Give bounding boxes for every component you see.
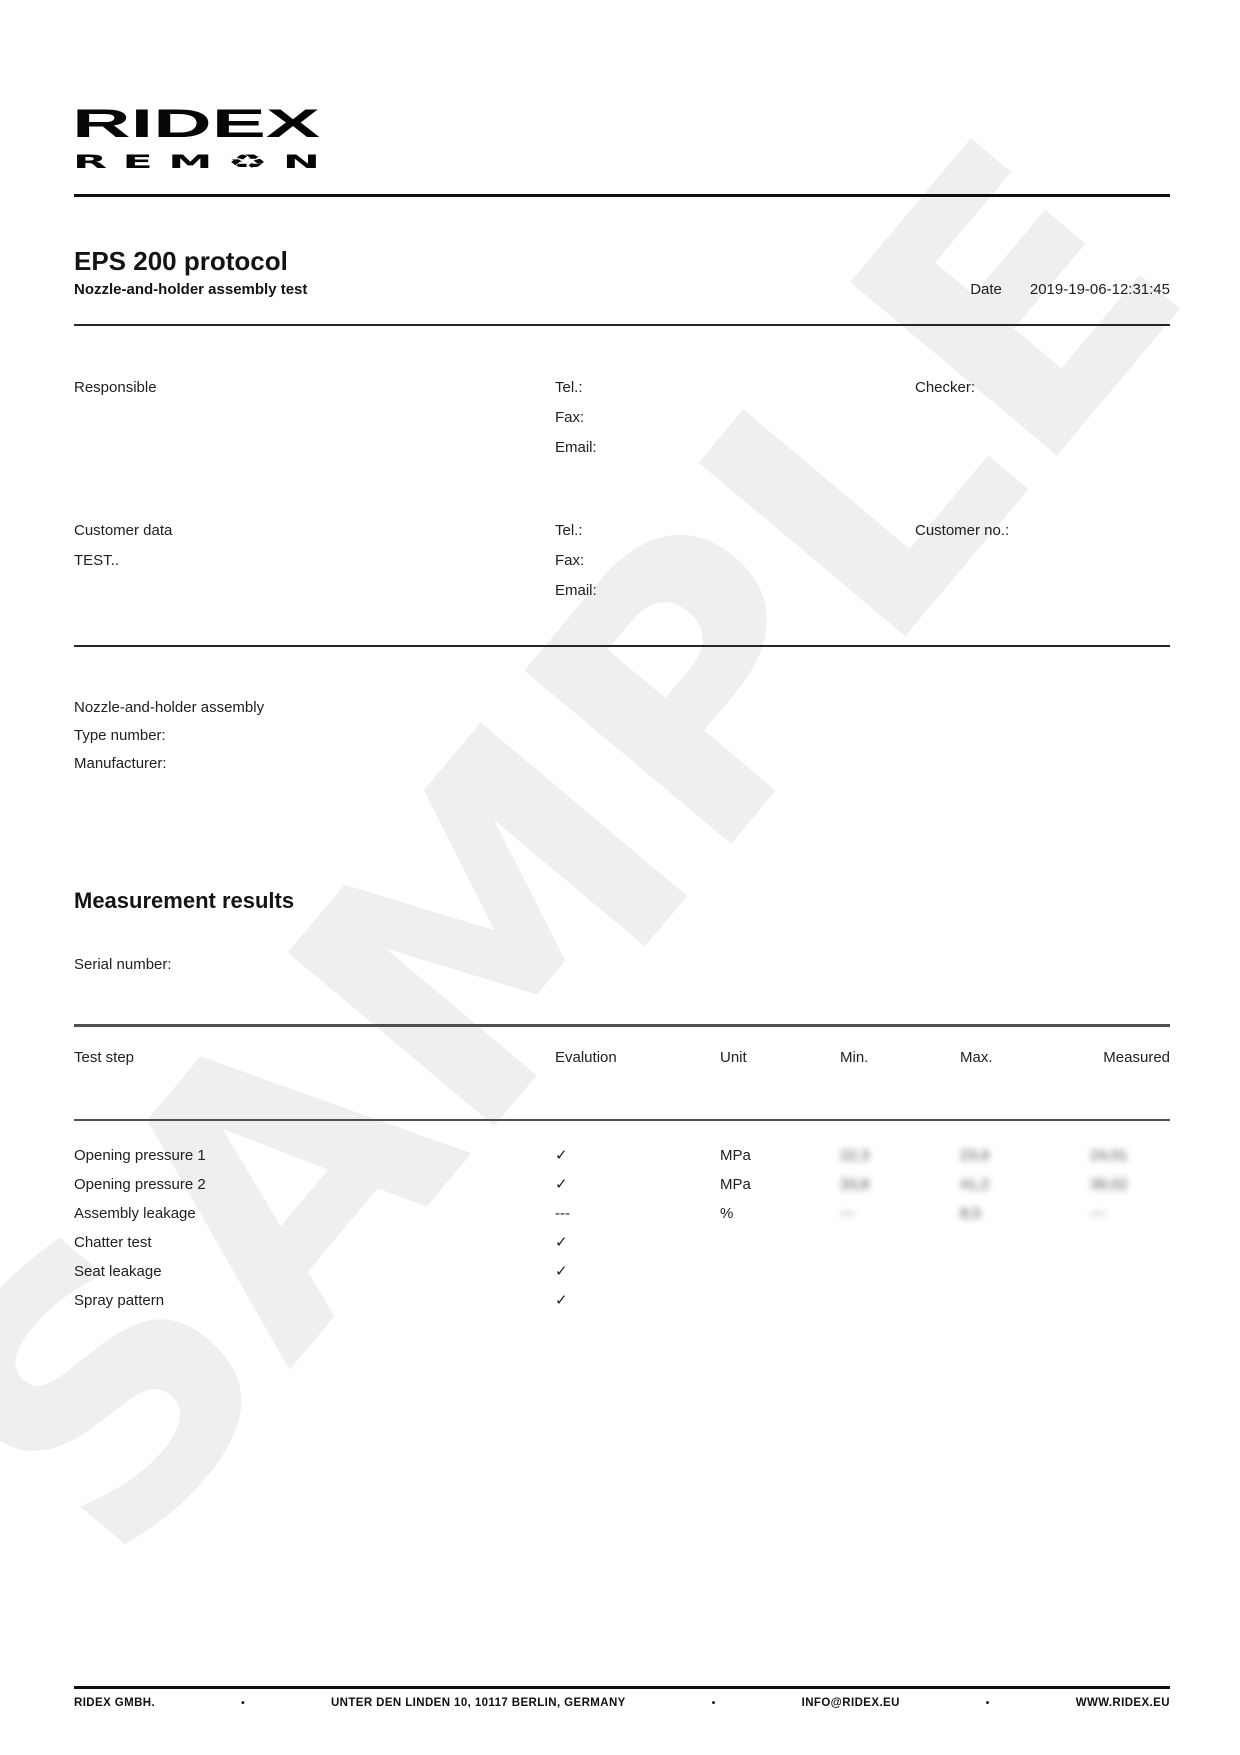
date-label: Date bbox=[970, 281, 1002, 298]
tel-label: Tel.: bbox=[555, 379, 583, 396]
brand-wordmark: RIDEX bbox=[72, 104, 321, 146]
table-row: Chatter test ✓ bbox=[74, 1228, 1170, 1257]
cell-evaluation-check: ✓ bbox=[555, 1292, 568, 1309]
responsible-column: Responsible bbox=[74, 373, 555, 463]
cell-unit bbox=[720, 1257, 840, 1286]
cell-unit: MPa bbox=[720, 1147, 751, 1164]
email-label: Email: bbox=[555, 439, 597, 456]
cell-min bbox=[840, 1286, 960, 1315]
cell-min bbox=[840, 1228, 960, 1257]
date-block: Date 2019-19-06-12:31:45 bbox=[970, 281, 1170, 299]
footer-bullet-icon: • bbox=[985, 1697, 990, 1709]
cell-evaluation-check: ✓ bbox=[555, 1234, 568, 1251]
cell-measured-blurred: 39,02 bbox=[1090, 1176, 1128, 1193]
divider-header bbox=[74, 324, 1170, 326]
table-row: Opening pressure 1 ✓ MPa 22,3 23,9 24,01 bbox=[74, 1141, 1170, 1170]
footer: RIDEX GMBH. • UNTER DEN LINDEN 10, 10117… bbox=[74, 1697, 1170, 1709]
cell-unit: % bbox=[720, 1205, 734, 1222]
cell-max-blurred: 41,2 bbox=[960, 1176, 990, 1193]
cell-unit bbox=[720, 1228, 840, 1257]
customer-data-label: Customer data bbox=[74, 522, 173, 539]
cell-unit bbox=[720, 1286, 840, 1315]
footer-address: UNTER DEN LINDEN 10, 10117 BERLIN, GERMA… bbox=[330, 1697, 626, 1709]
cell-test-step: Opening pressure 2 bbox=[74, 1176, 206, 1193]
customer-name: TEST.. bbox=[74, 552, 120, 569]
serial-number-label: Serial number: bbox=[74, 956, 172, 973]
footer-divider bbox=[74, 1686, 1170, 1689]
cell-unit: MPa bbox=[720, 1176, 751, 1193]
manufacturer-label: Manufacturer: bbox=[74, 755, 167, 772]
divider-customer bbox=[74, 645, 1170, 647]
cell-evaluation-check: ✓ bbox=[555, 1176, 568, 1193]
brand-logo: RIDEX R E M ♻ N bbox=[72, 104, 321, 173]
cell-measured-blurred: 24,01 bbox=[1090, 1147, 1128, 1164]
col-header-measured: Measured bbox=[1103, 1049, 1170, 1066]
responsible-label: Responsible bbox=[74, 379, 157, 396]
assembly-section: Nozzle-and-holder assembly Type number: … bbox=[74, 694, 264, 778]
measurement-table: Opening pressure 1 ✓ MPa 22,3 23,9 24,01… bbox=[74, 1141, 1170, 1315]
responsible-section: Responsible Tel.: Fax: Email: Checker: bbox=[74, 373, 1170, 463]
checker-column: Checker: bbox=[915, 373, 1170, 463]
cell-min-blurred: 22,3 bbox=[840, 1147, 870, 1164]
table-row: Assembly leakage --- % --- 8,5 --- bbox=[74, 1199, 1170, 1228]
cell-evaluation-dashes: --- bbox=[555, 1205, 570, 1222]
fax-label: Fax: bbox=[555, 552, 585, 569]
cell-test-step: Chatter test bbox=[74, 1234, 152, 1251]
email-label: Email: bbox=[555, 582, 597, 599]
subtitle-row: Nozzle-and-holder assembly test Date 201… bbox=[74, 281, 1170, 299]
cell-min-blurred: 33,8 bbox=[840, 1176, 870, 1193]
measurement-results-title: Measurement results bbox=[74, 888, 295, 913]
cell-max-blurred: 23,9 bbox=[960, 1147, 990, 1164]
footer-website: WWW.RIDEX.EU bbox=[1075, 1697, 1170, 1709]
cell-test-step: Opening pressure 1 bbox=[74, 1147, 206, 1164]
col-header-test-step: Test step bbox=[74, 1049, 135, 1066]
assembly-title: Nozzle-and-holder assembly bbox=[74, 699, 265, 716]
table-header-divider bbox=[74, 1119, 1170, 1121]
footer-email: INFO@RIDEX.EU bbox=[801, 1697, 900, 1709]
checker-label: Checker: bbox=[915, 379, 976, 396]
footer-bullet-icon: • bbox=[241, 1697, 245, 1709]
customer-contact-column: Tel.: Fax: Email: bbox=[555, 516, 915, 606]
customer-column: Customer data TEST.. bbox=[74, 516, 555, 606]
cell-test-step: Seat leakage bbox=[74, 1263, 162, 1280]
cell-evaluation-check: ✓ bbox=[555, 1263, 568, 1280]
table-row: Spray pattern ✓ bbox=[74, 1286, 1170, 1315]
fax-label: Fax: bbox=[555, 409, 585, 426]
cell-measured bbox=[1090, 1228, 1170, 1257]
cell-measured bbox=[1090, 1257, 1170, 1286]
col-header-evaluation: Evalution bbox=[555, 1049, 617, 1066]
tel-label: Tel.: bbox=[555, 522, 583, 539]
col-header-min: Min. bbox=[840, 1049, 869, 1066]
cell-measured-blurred: --- bbox=[1090, 1205, 1105, 1222]
cell-max bbox=[960, 1228, 1090, 1257]
customer-no-column: Customer no.: bbox=[915, 516, 1170, 606]
table-top-divider bbox=[74, 1024, 1170, 1027]
brand-subline-reman-recycle-icon: R E M ♻ N bbox=[73, 151, 320, 173]
table-header-row: Test step Evalution Unit Min. Max. Measu… bbox=[74, 1048, 1170, 1068]
customer-section: Customer data TEST.. Tel.: Fax: Email: C… bbox=[74, 516, 1170, 606]
cell-test-step: Spray pattern bbox=[74, 1292, 165, 1309]
date-value: 2019-19-06-12:31:45 bbox=[1029, 281, 1170, 298]
cell-measured bbox=[1090, 1286, 1170, 1315]
customer-no-label: Customer no.: bbox=[915, 522, 1010, 539]
footer-bullet-icon: • bbox=[711, 1697, 716, 1709]
responsible-contact-column: Tel.: Fax: Email: bbox=[555, 373, 915, 463]
cell-max bbox=[960, 1286, 1090, 1315]
footer-company: RIDEX GMBH. bbox=[74, 1697, 156, 1709]
divider-top bbox=[74, 194, 1170, 197]
col-header-unit: Unit bbox=[720, 1049, 747, 1066]
page-title: EPS 200 protocol bbox=[74, 246, 288, 276]
type-number-label: Type number: bbox=[74, 727, 166, 744]
cell-max bbox=[960, 1257, 1090, 1286]
cell-max-blurred: 8,5 bbox=[960, 1205, 981, 1222]
cell-min bbox=[840, 1257, 960, 1286]
cell-min-blurred: --- bbox=[840, 1205, 855, 1222]
page-subtitle: Nozzle-and-holder assembly test bbox=[74, 281, 308, 298]
col-header-max: Max. bbox=[960, 1049, 993, 1066]
cell-test-step: Assembly leakage bbox=[74, 1205, 196, 1222]
cell-evaluation-check: ✓ bbox=[555, 1147, 568, 1164]
table-row: Opening pressure 2 ✓ MPa 33,8 41,2 39,02 bbox=[74, 1170, 1170, 1199]
table-row: Seat leakage ✓ bbox=[74, 1257, 1170, 1286]
